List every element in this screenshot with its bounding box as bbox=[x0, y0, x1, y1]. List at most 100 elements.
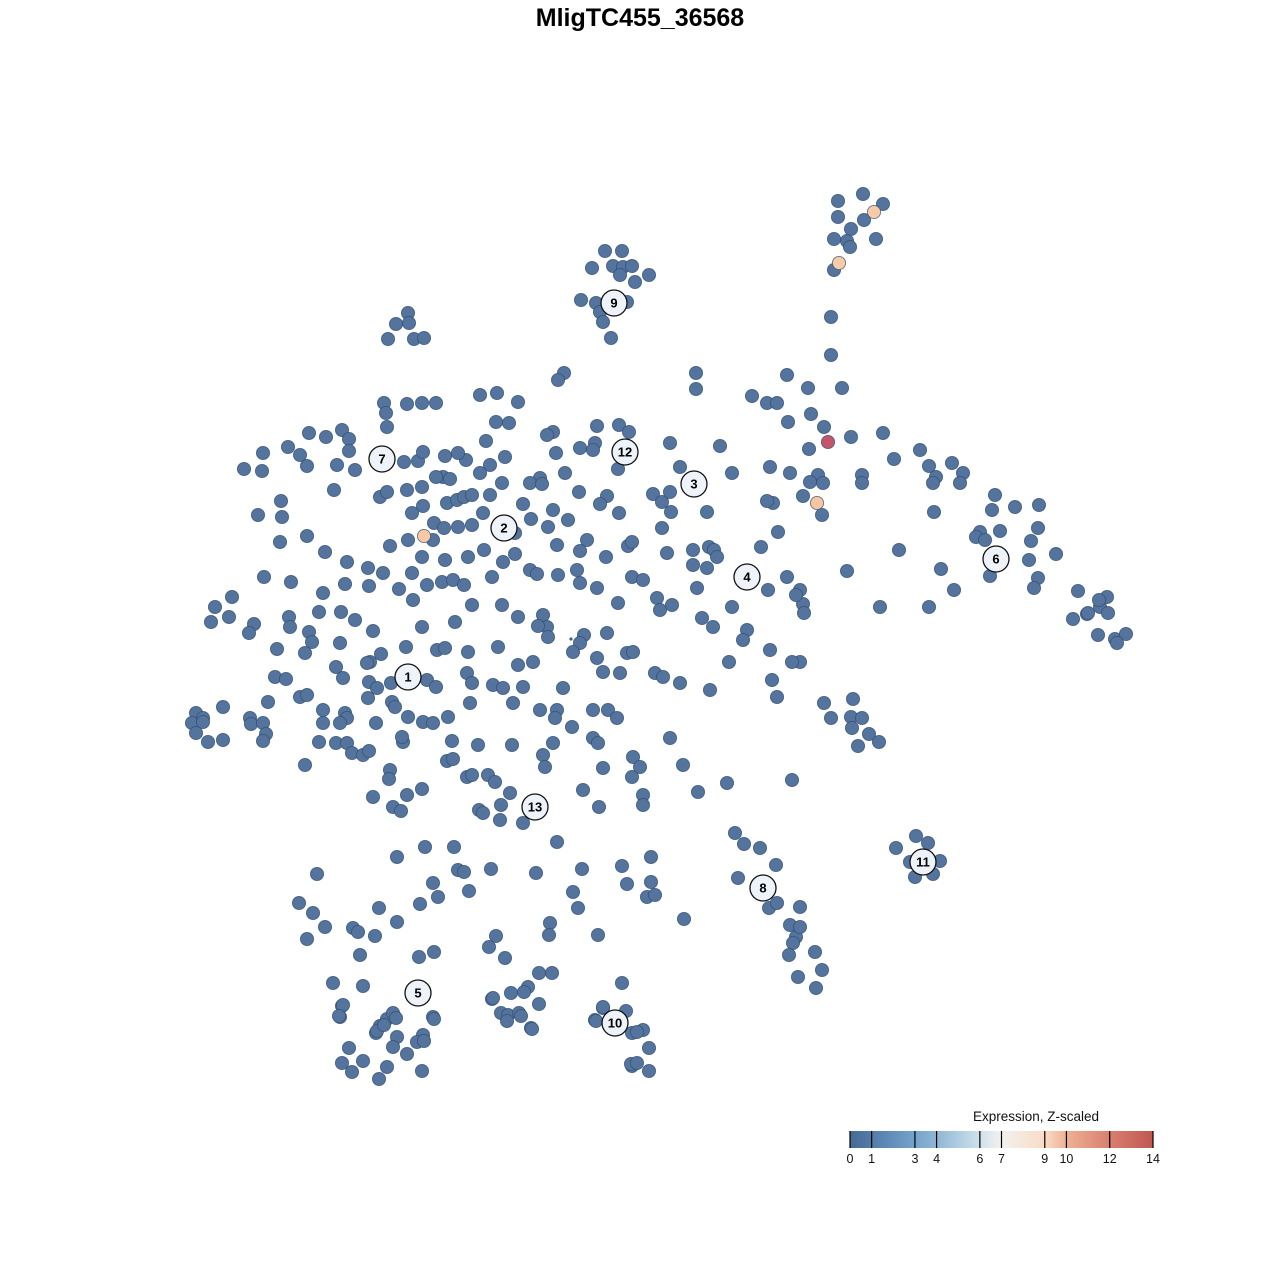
data-point bbox=[875, 425, 891, 441]
data-point bbox=[332, 715, 348, 731]
data-point bbox=[984, 502, 1000, 518]
data-point bbox=[200, 734, 216, 750]
data-point bbox=[497, 449, 513, 465]
data-point bbox=[411, 949, 427, 965]
cluster-label-text: 6 bbox=[992, 552, 999, 567]
data-point bbox=[250, 507, 266, 523]
data-point bbox=[549, 537, 565, 553]
data-point bbox=[394, 729, 410, 745]
data-point bbox=[531, 965, 547, 981]
data-point bbox=[297, 757, 313, 773]
data-point bbox=[545, 735, 561, 751]
data-point bbox=[595, 999, 611, 1015]
data-point bbox=[565, 884, 581, 900]
data-point bbox=[490, 639, 506, 655]
data-point bbox=[597, 243, 613, 259]
data-point bbox=[315, 715, 331, 731]
highlighted-data-point bbox=[416, 528, 432, 544]
data-point bbox=[621, 424, 637, 440]
data-point bbox=[221, 609, 237, 625]
data-point bbox=[764, 672, 780, 688]
data-point bbox=[503, 985, 519, 1001]
data-point bbox=[557, 465, 573, 481]
data-point bbox=[273, 493, 289, 509]
data-point bbox=[854, 475, 870, 491]
data-point bbox=[274, 509, 290, 525]
data-point bbox=[769, 395, 785, 411]
data-point bbox=[487, 774, 503, 790]
highlighted-data-point bbox=[820, 434, 836, 450]
data-point bbox=[1080, 605, 1096, 621]
data-point bbox=[834, 380, 850, 396]
data-point bbox=[1070, 583, 1086, 599]
data-point bbox=[891, 542, 907, 558]
data-point bbox=[379, 1059, 395, 1075]
data-point bbox=[807, 944, 823, 960]
data-point bbox=[730, 870, 746, 886]
data-point bbox=[565, 644, 581, 660]
data-point bbox=[814, 507, 830, 523]
legend-tick-label: 6 bbox=[976, 1152, 983, 1166]
data-point bbox=[770, 524, 786, 540]
data-point bbox=[347, 612, 363, 628]
data-point bbox=[823, 710, 839, 726]
data-point bbox=[464, 597, 480, 613]
cluster-label-text: 13 bbox=[528, 800, 542, 815]
data-point bbox=[269, 641, 285, 657]
data-point bbox=[571, 484, 587, 500]
data-point bbox=[464, 767, 480, 783]
data-point bbox=[215, 699, 231, 715]
data-point bbox=[689, 580, 705, 596]
data-point bbox=[428, 679, 444, 695]
data-point bbox=[304, 634, 320, 650]
data-point bbox=[816, 695, 832, 711]
data-point bbox=[625, 644, 641, 660]
cluster-label-text: 9 bbox=[610, 296, 617, 311]
data-point bbox=[535, 747, 551, 763]
data-point bbox=[301, 425, 317, 441]
data-point bbox=[589, 418, 605, 434]
legend-tick-label: 9 bbox=[1041, 1152, 1048, 1166]
data-point bbox=[649, 590, 665, 606]
data-point bbox=[311, 734, 327, 750]
data-point bbox=[460, 644, 476, 660]
data-point bbox=[629, 1055, 645, 1071]
data-point bbox=[331, 1008, 347, 1024]
data-point bbox=[926, 504, 942, 520]
data-point bbox=[528, 865, 544, 881]
data-point bbox=[736, 836, 752, 852]
data-point bbox=[369, 680, 385, 696]
data-point bbox=[672, 675, 688, 691]
data-point bbox=[272, 534, 288, 550]
data-point bbox=[365, 789, 381, 805]
data-point bbox=[784, 772, 800, 788]
data-point bbox=[925, 475, 941, 491]
data-point bbox=[590, 735, 606, 751]
data-point bbox=[541, 927, 557, 943]
legend-tick-label: 12 bbox=[1103, 1152, 1117, 1166]
data-point bbox=[475, 505, 491, 521]
data-point bbox=[768, 857, 784, 873]
data-point bbox=[784, 654, 800, 670]
data-point bbox=[641, 1040, 657, 1056]
data-point bbox=[426, 1011, 442, 1027]
data-point bbox=[305, 905, 321, 921]
data-point bbox=[188, 725, 204, 741]
legend-title: Expression, Z-scaled bbox=[973, 1109, 1099, 1124]
data-point bbox=[404, 505, 420, 521]
data-point bbox=[872, 599, 888, 615]
data-point bbox=[203, 614, 219, 630]
data-point bbox=[672, 459, 688, 475]
cluster-label-12: 12 bbox=[611, 438, 639, 466]
data-point bbox=[387, 699, 403, 715]
cluster-label-text: 4 bbox=[743, 570, 751, 585]
data-point bbox=[361, 578, 377, 594]
data-point bbox=[609, 710, 625, 726]
data-point bbox=[464, 487, 480, 503]
data-point bbox=[1090, 627, 1106, 643]
data-point bbox=[299, 458, 315, 474]
data-point bbox=[378, 405, 394, 421]
data-point bbox=[341, 1040, 357, 1056]
data-point bbox=[795, 488, 811, 504]
